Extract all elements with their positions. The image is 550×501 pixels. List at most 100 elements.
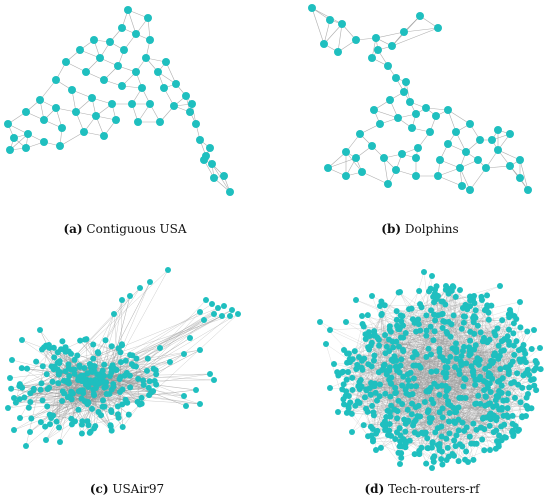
- node: [362, 331, 369, 338]
- node: [443, 435, 450, 442]
- node: [375, 369, 382, 376]
- node: [145, 384, 152, 391]
- nodes: [308, 4, 532, 194]
- node: [397, 362, 404, 369]
- node: [433, 368, 440, 375]
- node: [87, 377, 94, 384]
- edge: [343, 348, 457, 405]
- node: [408, 124, 416, 132]
- node: [493, 392, 500, 399]
- edges: [311, 7, 529, 191]
- node: [373, 447, 379, 453]
- caption-a: (a) Contiguous USA: [0, 222, 250, 236]
- node: [88, 94, 96, 102]
- node: [11, 395, 17, 401]
- edge: [342, 371, 509, 418]
- node: [412, 110, 420, 118]
- node: [370, 106, 378, 114]
- node: [372, 34, 380, 42]
- node: [509, 420, 516, 427]
- edge: [371, 366, 504, 416]
- edge: [519, 159, 529, 191]
- node: [211, 377, 217, 383]
- node: [430, 458, 437, 465]
- node: [397, 438, 404, 445]
- node: [172, 80, 180, 88]
- node: [503, 412, 510, 419]
- node: [55, 370, 62, 377]
- caption-b-label: (b): [381, 222, 402, 236]
- node: [151, 378, 158, 385]
- node: [53, 418, 60, 425]
- node: [170, 102, 178, 110]
- node: [515, 381, 522, 388]
- edge: [395, 392, 483, 440]
- edge: [396, 341, 442, 427]
- edge: [363, 422, 430, 426]
- node: [102, 383, 109, 390]
- node: [92, 423, 99, 430]
- edge: [59, 371, 83, 391]
- node: [118, 24, 126, 32]
- node: [480, 334, 487, 341]
- node: [397, 432, 404, 439]
- node: [440, 369, 447, 376]
- edge: [374, 386, 396, 394]
- node: [477, 329, 484, 336]
- node: [487, 410, 494, 417]
- node: [59, 397, 66, 404]
- node: [446, 410, 453, 417]
- node: [444, 106, 452, 114]
- edge: [430, 306, 468, 388]
- node: [39, 346, 46, 353]
- node: [114, 411, 121, 418]
- node: [393, 389, 400, 396]
- node: [488, 136, 496, 144]
- node: [423, 327, 430, 334]
- node: [64, 378, 71, 385]
- edge: [499, 380, 520, 430]
- edge: [19, 347, 54, 385]
- node: [397, 334, 404, 341]
- edge: [109, 281, 151, 377]
- node: [386, 96, 394, 104]
- node: [206, 144, 214, 152]
- node: [400, 322, 407, 329]
- node: [167, 359, 173, 365]
- node: [320, 40, 328, 48]
- caption-a-text: Contiguous USA: [86, 222, 187, 236]
- node: [412, 154, 420, 162]
- node: [371, 331, 378, 338]
- node: [488, 357, 495, 364]
- node: [365, 361, 372, 368]
- node: [445, 401, 452, 408]
- node: [85, 399, 92, 406]
- node: [460, 319, 467, 326]
- edge: [384, 339, 505, 423]
- node: [438, 433, 445, 440]
- node: [533, 365, 539, 371]
- node: [349, 386, 356, 393]
- edge: [405, 330, 427, 432]
- node: [434, 442, 441, 449]
- edge: [448, 293, 502, 386]
- node: [426, 128, 434, 136]
- edge: [349, 319, 419, 360]
- node: [90, 341, 97, 348]
- node: [426, 419, 433, 426]
- node: [74, 352, 81, 359]
- edge: [400, 435, 514, 442]
- edge: [451, 290, 471, 301]
- edge: [398, 292, 453, 349]
- node: [99, 403, 106, 410]
- node: [506, 314, 513, 321]
- node: [112, 116, 120, 124]
- edge: [389, 350, 396, 388]
- node: [446, 430, 453, 437]
- node: [352, 402, 359, 409]
- node: [425, 388, 432, 395]
- edge: [59, 395, 71, 443]
- edge: [59, 307, 219, 373]
- node: [207, 371, 213, 377]
- edge: [437, 175, 463, 187]
